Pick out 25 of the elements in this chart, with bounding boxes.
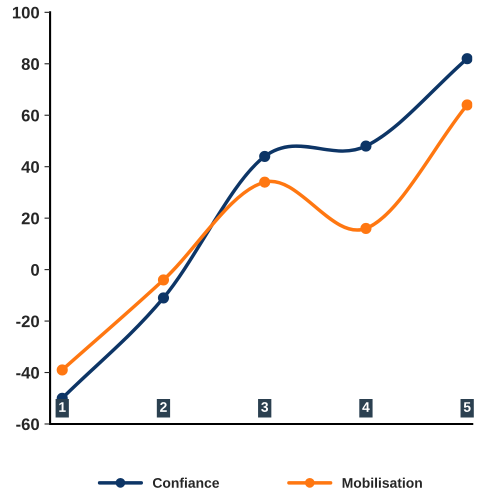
point xyxy=(259,176,270,188)
point xyxy=(158,274,170,286)
point xyxy=(360,140,372,152)
point xyxy=(158,292,170,304)
y-tick-label: 100 xyxy=(12,6,39,19)
y-tick-label: -40 xyxy=(16,366,39,379)
point xyxy=(462,53,472,64)
point xyxy=(259,150,270,162)
y-tick-label: 60 xyxy=(22,110,39,122)
y-tick-label: 20 xyxy=(22,212,39,224)
y-tick-label: -20 xyxy=(16,315,39,328)
legend-label: Mobilisation xyxy=(342,478,422,488)
y-tick-label: 80 xyxy=(22,58,39,70)
point xyxy=(360,222,372,234)
legend-label: Confiance xyxy=(152,478,220,488)
x-tick-label: 2 xyxy=(160,402,167,412)
point xyxy=(56,364,68,376)
x-tick-label: 3 xyxy=(261,402,268,412)
y-tick-label: 40 xyxy=(21,161,39,173)
x-tick-label: 5 xyxy=(464,402,471,412)
x-tick-label: 4 xyxy=(362,402,370,412)
y-tick-label: -60 xyxy=(16,418,39,430)
point xyxy=(462,99,472,111)
y-tick-label: 0 xyxy=(31,264,39,276)
x-tick-label: 1 xyxy=(59,402,66,412)
